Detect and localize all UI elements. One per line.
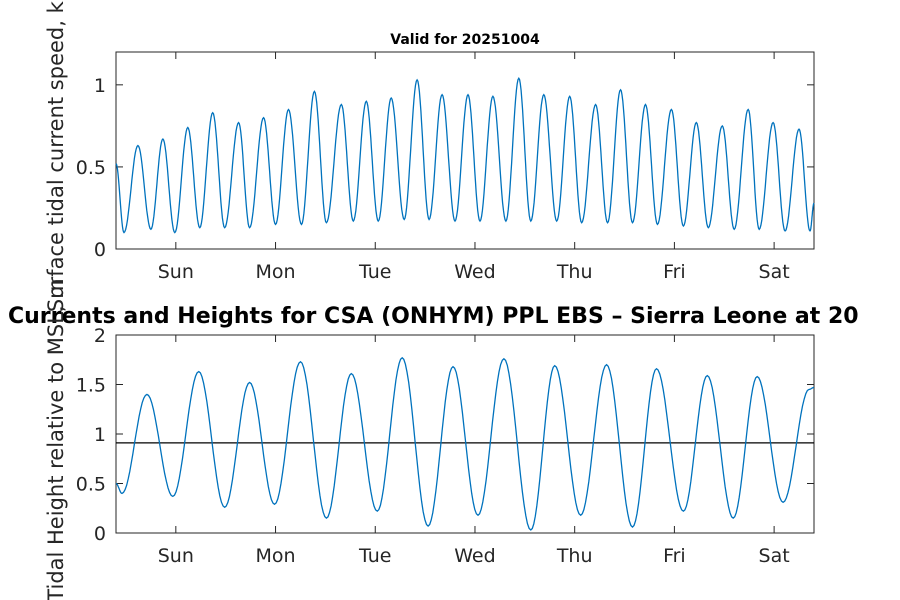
bottom-x-tick-label-sat: Sat	[759, 545, 790, 567]
bottom-y-tick-label: 1	[94, 424, 106, 446]
top-chart-title: Valid for 20251004	[390, 32, 540, 48]
bottom-x-tick-label-sun: Sun	[158, 545, 194, 567]
bottom-x-tick-label-tue: Tue	[358, 545, 391, 567]
top-x-tick-label-sun: Sun	[158, 261, 194, 283]
top-x-tick-label-wed: Wed	[454, 261, 495, 283]
top-x-tick-label-thu: Thu	[556, 261, 593, 283]
top-y-axis-label: Surface tidal current speed, kn	[44, 0, 68, 312]
top-x-tick-label-sat: Sat	[759, 261, 790, 283]
bottom-y-tick-label: 2	[94, 325, 106, 347]
bottom-y-axis-label: Tidal Height relative to MSL, m	[44, 278, 68, 600]
bottom-x-tick-label-thu: Thu	[556, 545, 593, 567]
top-plot-area	[115, 51, 815, 250]
top-x-tick-label-fri: Fri	[663, 261, 686, 283]
top-x-tick-label-mon: Mon	[256, 261, 296, 283]
top-y-tick-label: 1	[94, 75, 106, 97]
top-x-tick-label-tue: Tue	[358, 261, 391, 283]
bottom-chart-title: Currents and Heights for CSA (ONHYM) PPL…	[8, 304, 859, 329]
bottom-y-tick-label: 0.5	[76, 474, 106, 496]
bottom-x-tick-label-wed: Wed	[454, 545, 495, 567]
bottom-y-tick-label: 1.5	[76, 375, 106, 397]
top-y-tick-label: 0.5	[76, 157, 106, 179]
current-speed-line	[115, 77, 815, 234]
tidal-height-line	[115, 356, 814, 531]
bottom-x-tick-label-mon: Mon	[256, 545, 296, 567]
top-y-tick-label: 0	[94, 239, 106, 261]
bottom-x-tick-label-fri: Fri	[663, 545, 686, 567]
bottom-y-tick-label: 0	[94, 523, 106, 545]
